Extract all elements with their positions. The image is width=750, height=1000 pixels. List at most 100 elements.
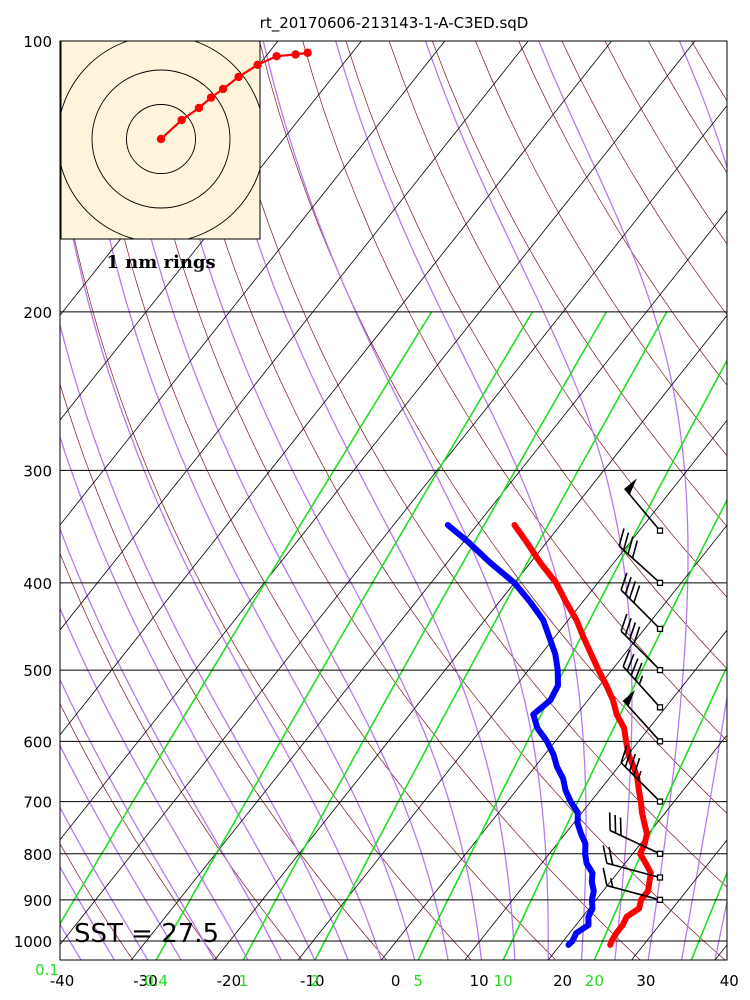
barb-staff (620, 630, 661, 671)
isotherm (464, 629, 727, 960)
hodograph-inset: 1 nm rings (60, 40, 312, 273)
barb-staff (606, 884, 661, 901)
moist-adiabat (60, 744, 182, 960)
barb-feather (633, 626, 641, 645)
mixing-ratio-line (242, 311, 608, 960)
mixing-ratio-line (593, 664, 727, 960)
barb-feather (602, 845, 608, 864)
barb-feather (620, 572, 628, 591)
dry-adiabat (711, 0, 750, 978)
pressure-tick-label: 600 (23, 733, 52, 751)
barb-station (656, 850, 664, 857)
moist-adiabat (75, 41, 416, 960)
moist-adiabat (60, 434, 316, 960)
moist-adiabat (60, 677, 216, 960)
dry-adiabat (345, 41, 727, 670)
diagram-background-lines (60, 0, 750, 978)
barb-station (656, 874, 664, 881)
barb-staff (609, 829, 661, 855)
barb-station (656, 738, 664, 745)
isotherm (60, 105, 727, 946)
mixing-ratio-label: 20 (585, 972, 604, 990)
sounding-profiles (444, 522, 654, 948)
hodograph-point (218, 84, 228, 94)
wind-barbs (602, 478, 664, 903)
hodograph-point (194, 103, 204, 113)
isotherm (130, 209, 727, 960)
hodograph-point (303, 48, 312, 57)
barb-pennant (624, 478, 637, 495)
hodograph-point (253, 60, 262, 70)
moist-adiabat (424, 41, 633, 960)
barb-pennant (623, 689, 636, 707)
moist-adiabat (678, 41, 727, 960)
dry-adiabat (259, 41, 727, 814)
barb-staff (620, 589, 661, 630)
hodograph-ring (126, 104, 196, 174)
barb-feather (610, 878, 614, 888)
pressure-tick-label: 1000 (14, 933, 52, 951)
isotherm (60, 41, 529, 631)
hodograph-ring (91, 69, 231, 209)
barb-feather (602, 867, 608, 886)
wind-barb (620, 572, 664, 633)
barb-feather (608, 846, 614, 865)
temperature-tick-label: -10 (300, 972, 325, 990)
wind-barb (622, 689, 664, 745)
hodograph-trace (160, 51, 308, 140)
moist-adiabat (60, 606, 249, 960)
pressure-tick-label: 400 (23, 575, 52, 593)
plot-frame (59, 40, 728, 961)
dry-adiabat (388, 41, 727, 598)
moist-adiabat (111, 41, 449, 960)
wind-barb (618, 528, 664, 587)
dry-adiabat (60, 552, 303, 960)
barb-station (656, 896, 664, 903)
isotherm (60, 41, 612, 736)
mixing-ratio-label: 1 (239, 972, 249, 990)
isotherm (381, 524, 727, 960)
mixing-ratio-line (314, 311, 668, 960)
chart-title: rt_20170606-213143-1-A-C3ED.sqD (260, 14, 529, 33)
barb-staff (618, 545, 661, 584)
isotherm (631, 839, 727, 960)
moist-adiabat (335, 41, 587, 960)
moist-adiabat (714, 899, 727, 960)
pressure-tick-label: 500 (23, 662, 52, 680)
barb-feather (630, 658, 639, 676)
barb-staff (624, 488, 661, 532)
barb-feather (633, 757, 641, 776)
pressure-tick-label: 700 (23, 794, 52, 812)
barb-station (656, 666, 664, 674)
hodograph-point (156, 134, 166, 144)
barb-feather (620, 745, 628, 763)
isotherm (60, 41, 696, 841)
barb-feather (638, 675, 644, 685)
dry-adiabat (691, 41, 727, 102)
wind-barb (620, 613, 664, 674)
mixing-ratio-line (502, 498, 727, 960)
mixing-ratio-label: 0.4 (144, 972, 168, 990)
temperature-tick-label: -40 (50, 972, 75, 990)
temperature-tick-label: 30 (636, 972, 655, 990)
barb-station (656, 579, 664, 587)
wind-barb (620, 745, 664, 805)
barb-feather (637, 770, 642, 780)
mixing-ratio-line (155, 311, 534, 960)
barb-feather (624, 749, 632, 768)
temperature-tick-label: 0 (391, 972, 401, 990)
barb-feather (634, 662, 643, 681)
dry-adiabat (60, 164, 472, 960)
wind-barb (602, 867, 664, 903)
barb-feather (624, 576, 632, 595)
barb-station (656, 527, 664, 534)
barb-staff (622, 699, 661, 742)
dry-adiabat (475, 41, 727, 457)
barb-feather (627, 536, 634, 555)
pressure-tick-label: 900 (23, 892, 52, 910)
temperature-tick-label: 40 (720, 972, 739, 990)
isotherm (214, 314, 727, 960)
barb-feather (628, 753, 637, 772)
isotherm (60, 41, 446, 526)
